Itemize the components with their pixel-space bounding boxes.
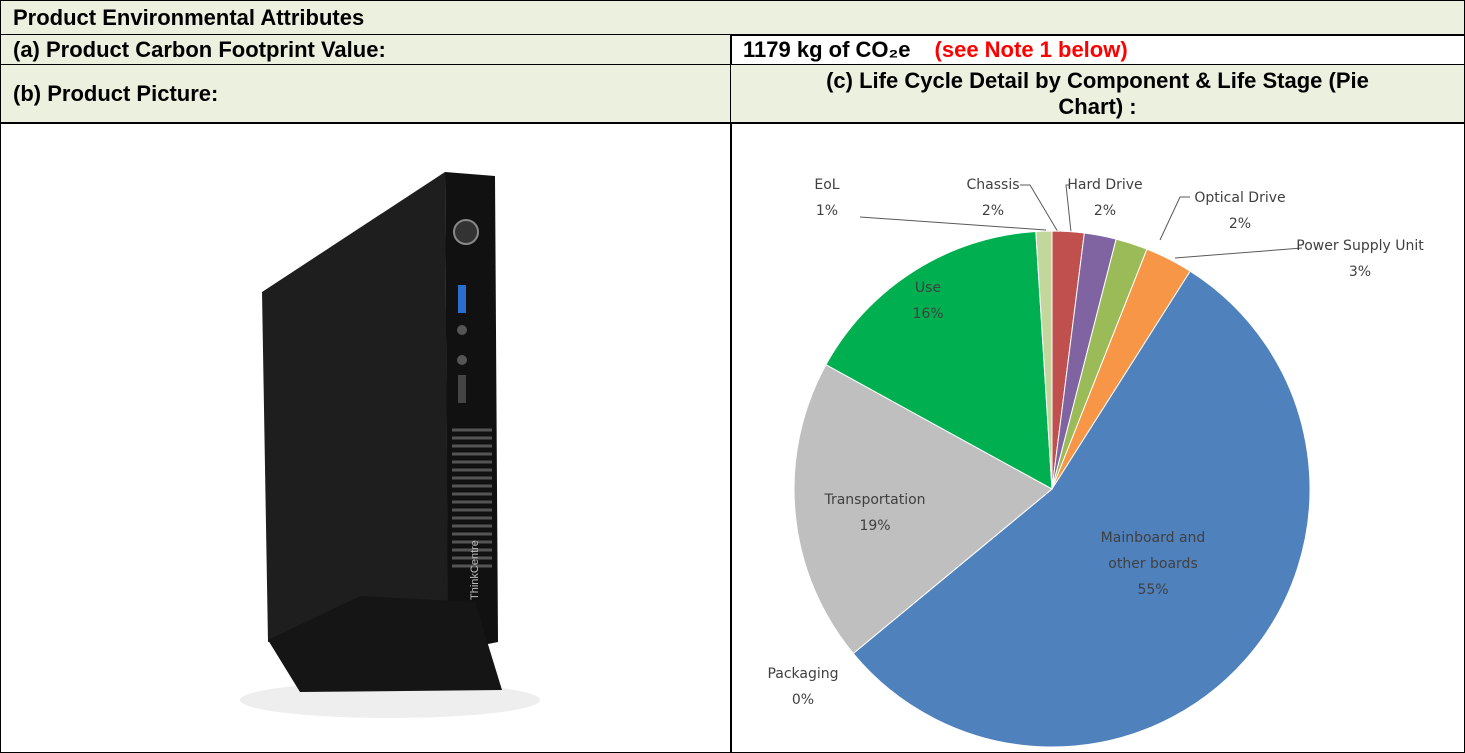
- slice-name: Power Supply Unit: [1296, 233, 1423, 259]
- slice-name: Optical Drive: [1194, 185, 1285, 211]
- slice-name: Packaging: [767, 661, 838, 687]
- power-button: [454, 220, 478, 244]
- audio-jack: [457, 325, 467, 335]
- usb-port: [458, 285, 466, 313]
- audio-jack: [457, 355, 467, 365]
- slice-name: Transportation: [824, 487, 925, 513]
- slice-value: 16%: [912, 301, 943, 327]
- slice-value: 0%: [767, 687, 838, 713]
- slice-name: Use: [912, 275, 943, 301]
- device-side: [262, 172, 448, 642]
- brand-logo: ThinkCentre: [469, 540, 481, 600]
- page: {"header": {"title": "Product Environmen…: [0, 0, 1465, 753]
- slice-name: Chassis: [967, 172, 1020, 198]
- slice-value: 2%: [1067, 198, 1142, 224]
- page-graphics: ThinkCentre: [0, 0, 1465, 753]
- slice-value: 19%: [824, 513, 925, 539]
- slice-name: Hard Drive: [1067, 172, 1142, 198]
- leader-line: [1175, 248, 1302, 258]
- slice-value: 1%: [814, 198, 839, 224]
- leader-line: [1160, 197, 1190, 240]
- leader-line: [1020, 185, 1058, 232]
- slice-value: 55%: [1088, 577, 1218, 603]
- product-picture: ThinkCentre: [240, 172, 540, 718]
- slice-value: 2%: [967, 198, 1020, 224]
- slice-value: 3%: [1296, 259, 1423, 285]
- slice-name: EoL: [814, 172, 839, 198]
- usb-port: [458, 375, 466, 403]
- slice-value: 2%: [1194, 211, 1285, 237]
- slice-name: Mainboard and other boards: [1088, 525, 1218, 577]
